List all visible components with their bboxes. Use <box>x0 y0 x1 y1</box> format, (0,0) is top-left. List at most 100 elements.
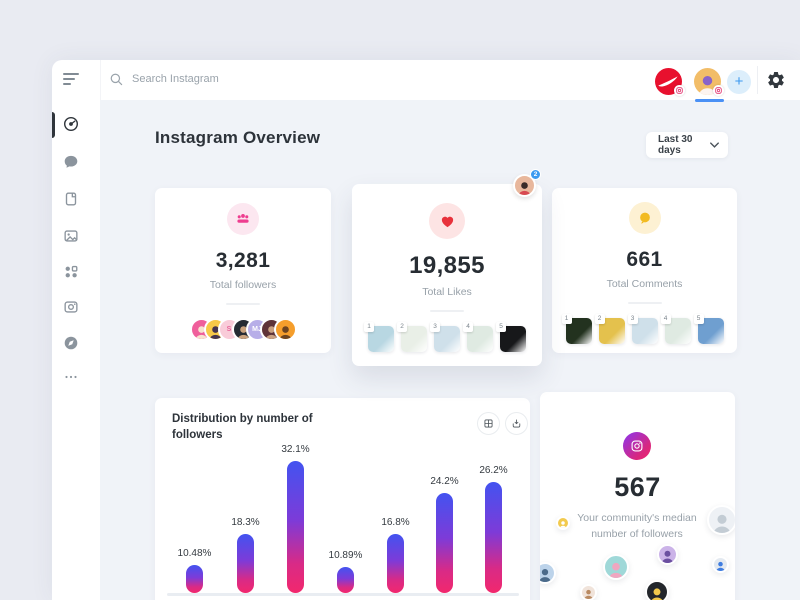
post-thumbnail: 2 <box>397 322 427 352</box>
bar <box>186 565 203 593</box>
sidebar-item-posts[interactable] <box>62 190 80 208</box>
floating-user-avatar <box>513 174 536 197</box>
sidebar-item-camera[interactable] <box>62 298 80 316</box>
download-button[interactable] <box>505 412 528 435</box>
post-thumbnail: 5 <box>496 322 526 352</box>
community-member-avatar <box>580 584 597 600</box>
instagram-icon <box>623 432 651 460</box>
nike-swoosh-icon <box>658 76 678 87</box>
thumbnail-rank-badge: 2 <box>397 322 407 332</box>
post-thumbnail: 3 <box>627 314 658 344</box>
bar <box>436 493 453 593</box>
followers-label: Total followers <box>209 279 277 291</box>
sidebar-active-indicator <box>52 112 55 138</box>
post-thumbnail: 1 <box>561 314 592 344</box>
post-thumbnail: 5 <box>693 314 724 344</box>
bar-value-label: 18.3% <box>231 517 260 528</box>
personal-avatar <box>694 68 721 95</box>
median-followers-caption: Your community's median number of follow… <box>577 512 697 541</box>
bar-value-label: 10.48% <box>177 548 212 559</box>
community-member-avatar <box>707 505 735 535</box>
post-thumbnail: 3 <box>430 322 460 352</box>
date-range-dropdown[interactable]: Last 30 days <box>646 132 728 158</box>
settings-gear-icon[interactable] <box>766 70 786 90</box>
thumbnail-rank-badge: 4 <box>660 314 671 324</box>
thumbnail-rank-badge: 1 <box>364 322 374 332</box>
search-input[interactable] <box>132 68 422 90</box>
thumbnail-rank-badge: 2 <box>594 314 605 324</box>
search-icon <box>109 72 124 87</box>
post-thumbnail: 4 <box>463 322 493 352</box>
divider <box>757 66 758 94</box>
heart-icon <box>429 203 465 239</box>
community-member-avatar <box>657 544 678 565</box>
bar <box>287 461 304 593</box>
community-member-avatar <box>712 556 729 573</box>
divider <box>627 302 662 304</box>
likes-label: Total Likes <box>422 286 472 298</box>
post-thumbnail: 4 <box>660 314 691 344</box>
top-commented-posts: 1 2 3 4 5 <box>561 314 724 344</box>
thumbnail-rank-badge: 4 <box>463 322 473 332</box>
median-followers-card: 567 Your community's median number of fo… <box>540 392 735 600</box>
community-member-avatar <box>556 516 570 530</box>
comments-count: 661 <box>626 248 663 271</box>
divider <box>430 310 464 312</box>
add-account-button[interactable]: + <box>727 70 751 94</box>
follower-avatar <box>273 318 297 341</box>
chart-baseline <box>167 593 519 596</box>
likes-count: 19,855 <box>409 252 485 279</box>
sidebar-item-media[interactable] <box>62 227 80 245</box>
bar-value-label: 10.89% <box>328 550 363 561</box>
sidebar-item-more[interactable] <box>62 368 80 386</box>
bar-value-label: 26.2% <box>479 465 508 476</box>
post-thumbnail: 1 <box>364 322 394 352</box>
chevron-down-icon <box>710 142 719 148</box>
notification-badge: 2 <box>530 169 541 180</box>
post-thumbnail: 2 <box>594 314 625 344</box>
active-account-indicator <box>695 99 724 102</box>
comment-icon <box>628 202 661 234</box>
menu-button[interactable] <box>63 73 81 87</box>
account-avatar-nike[interactable] <box>655 68 685 96</box>
thumbnail-rank-badge: 5 <box>693 314 704 324</box>
followers-count: 3,281 <box>215 249 271 272</box>
distribution-chart-card: Distribution by number of followers 10.4… <box>155 398 530 600</box>
thumbnail-rank-badge: 5 <box>496 322 506 332</box>
grid-view-icon <box>484 419 493 428</box>
community-member-avatar <box>540 562 556 584</box>
bar-value-label: 16.8% <box>381 517 410 528</box>
sidebar-item-dashboard[interactable] <box>62 115 80 133</box>
stat-card-comments: 661 Total Comments 1 2 3 4 5 <box>552 188 737 353</box>
thumbnail-rank-badge: 3 <box>627 314 638 324</box>
date-range-label: Last 30 days <box>658 134 693 156</box>
instagram-badge-icon <box>713 85 724 96</box>
download-icon <box>512 419 521 428</box>
median-followers-value: 567 <box>614 472 661 502</box>
followers-icon <box>227 203 259 235</box>
bar <box>337 567 354 593</box>
divider <box>226 303 260 305</box>
stat-card-followers: 3,281 Total followers S MJ <box>155 188 331 353</box>
bar <box>237 534 254 593</box>
bar <box>485 482 502 593</box>
grid-view-button[interactable] <box>477 412 500 435</box>
community-member-avatar <box>603 554 629 580</box>
person-icon <box>698 75 717 95</box>
follower-avatars: S MJ <box>189 318 297 341</box>
top-liked-posts: 1 2 3 4 5 <box>364 322 526 352</box>
stat-card-likes: 19,855 Total Likes 1 2 3 4 5 <box>352 184 542 366</box>
sidebar-item-comments[interactable] <box>62 153 80 171</box>
sidebar-item-apps[interactable] <box>62 263 80 281</box>
account-avatar-personal[interactable] <box>694 68 724 96</box>
bar-value-label: 24.2% <box>430 476 459 487</box>
comments-label: Total Comments <box>606 278 683 290</box>
bar-value-label: 32.1% <box>281 444 310 455</box>
community-member-avatar <box>645 580 669 600</box>
sidebar-item-explore[interactable] <box>62 334 80 352</box>
thumbnail-rank-badge: 3 <box>430 322 440 332</box>
chart-title: Distribution by number of followers <box>172 413 313 442</box>
thumbnail-rank-badge: 1 <box>561 314 572 324</box>
instagram-badge-icon <box>674 85 685 96</box>
